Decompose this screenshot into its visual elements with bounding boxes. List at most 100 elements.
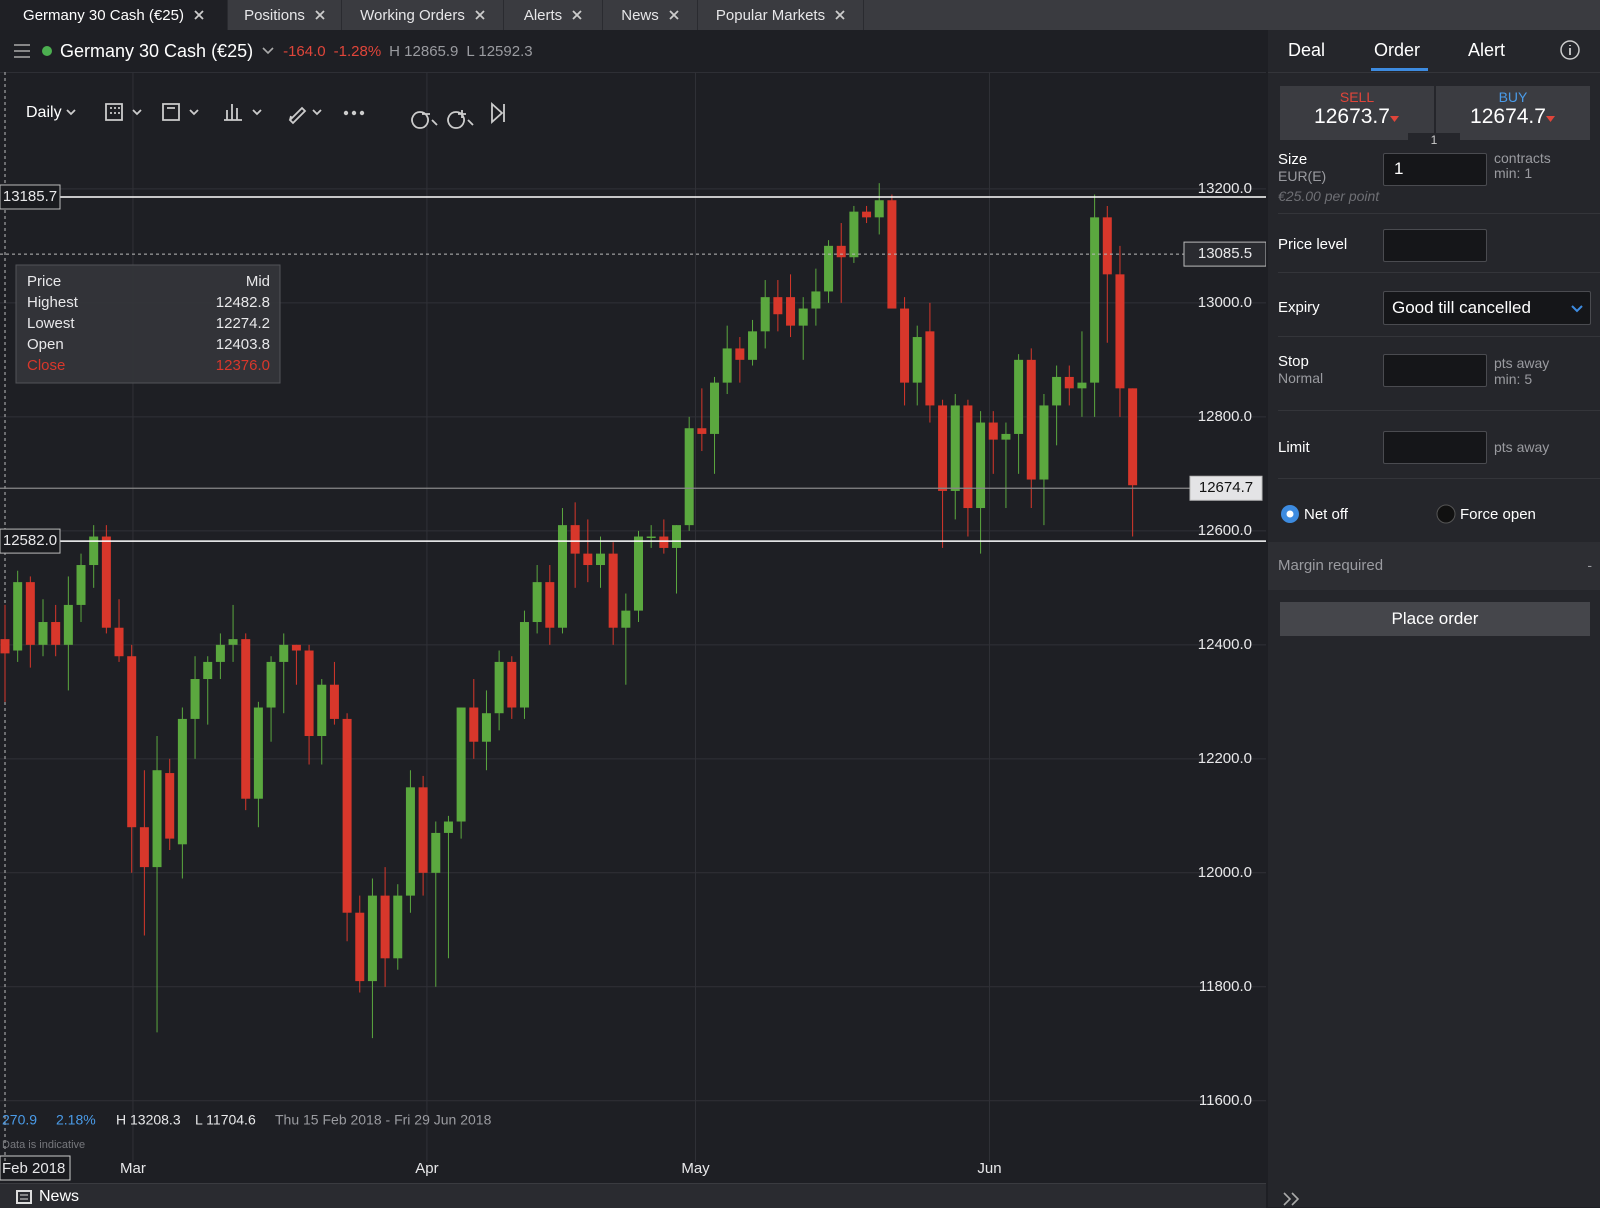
candle-body xyxy=(38,622,48,645)
interval[interactable]: Daily xyxy=(26,104,62,121)
candle-body xyxy=(203,661,213,680)
toolbar-icon[interactable] xyxy=(447,110,474,129)
candle-body xyxy=(912,337,922,383)
toolbar-icon[interactable] xyxy=(105,103,123,121)
toolbar-icon[interactable] xyxy=(162,103,180,121)
news-label: News xyxy=(39,1188,80,1205)
candle-body xyxy=(862,211,872,218)
candle-body xyxy=(735,348,745,360)
close-icon[interactable] xyxy=(835,10,845,20)
close-icon[interactable] xyxy=(315,10,325,20)
buy-button[interactable]: BUY 12674.7 xyxy=(1436,86,1590,140)
candle-body xyxy=(811,291,821,309)
candle-body xyxy=(266,661,276,708)
candle-body xyxy=(950,405,960,491)
y-tick-label: 12200.0 xyxy=(1198,750,1252,767)
tab[interactable]: Popular Markets xyxy=(698,0,864,30)
more-dot[interactable] xyxy=(351,110,357,116)
tab[interactable]: News xyxy=(603,0,698,30)
toolbar-icon[interactable] xyxy=(224,104,242,121)
limit-input[interactable] xyxy=(1383,431,1487,464)
news-bar[interactable]: News xyxy=(0,1183,1266,1208)
tooltip-header: Price xyxy=(27,273,61,290)
toolbar-icon[interactable] xyxy=(252,109,262,116)
close-icon[interactable] xyxy=(194,10,204,20)
order-panel: Deal Order Alert SELL 12673.7 BUY 12674.… xyxy=(1268,30,1600,1207)
candle-body xyxy=(672,525,682,548)
tab[interactable]: Germany 30 Cash (€25) xyxy=(0,0,228,30)
sell-button[interactable]: SELL 12673.7 xyxy=(1280,86,1434,140)
close-glyph xyxy=(194,10,204,20)
x-tick-label: Mar xyxy=(120,1160,146,1177)
candle-body xyxy=(760,297,770,332)
more-dot[interactable] xyxy=(359,110,365,116)
radio[interactable] xyxy=(1436,504,1456,524)
tab[interactable]: Alerts xyxy=(504,0,603,30)
panel-tab[interactable]: Alert xyxy=(1468,40,1506,60)
candle-body xyxy=(519,622,529,708)
candle-body xyxy=(25,582,35,645)
x-tick-label: Feb 2018 xyxy=(2,1160,65,1177)
price-box xyxy=(0,528,61,554)
y-tick-label: 13000.0 xyxy=(1198,294,1252,311)
candle-body xyxy=(329,684,339,719)
candle-body xyxy=(279,644,289,662)
toolbar-icon[interactable] xyxy=(189,109,199,116)
toolbar-icon[interactable] xyxy=(66,109,76,116)
candle-body xyxy=(63,604,73,645)
candle-body xyxy=(836,245,846,258)
close-glyph xyxy=(669,10,679,20)
toolbar-icon[interactable] xyxy=(288,106,307,125)
spread: 1 xyxy=(1408,133,1460,149)
candle-body xyxy=(228,639,238,645)
close-icon[interactable] xyxy=(572,10,582,20)
close-icon[interactable] xyxy=(475,10,485,20)
candle-body xyxy=(1064,376,1074,389)
divider xyxy=(1278,478,1600,479)
candle-body xyxy=(152,770,162,868)
panel-tab[interactable]: Deal xyxy=(1288,40,1326,60)
tooltip-row-label: Close xyxy=(27,357,65,374)
toolbar-icon[interactable] xyxy=(491,101,505,125)
toolbar-icon[interactable] xyxy=(411,111,438,129)
radio-checked[interactable] xyxy=(1280,504,1300,524)
price-level-input[interactable] xyxy=(1383,229,1487,262)
range-stat: 2.18% xyxy=(56,1112,96,1128)
tab-label: Germany 30 Cash (€25) xyxy=(23,6,184,24)
tab[interactable]: Positions xyxy=(228,0,342,30)
dropdown-icon[interactable] xyxy=(261,46,275,56)
sell-price: 12673.7 xyxy=(1280,105,1434,129)
collapse-icon[interactable] xyxy=(1282,1192,1306,1206)
tooltip-row-label: Highest xyxy=(27,294,79,311)
panel-tab[interactable]: Order xyxy=(1374,40,1421,60)
news-icon xyxy=(16,1190,32,1204)
menu-icon[interactable] xyxy=(14,44,34,58)
size-currency: EUR(E) xyxy=(1278,168,1327,184)
more-dot[interactable] xyxy=(343,110,349,116)
candle-body xyxy=(355,912,365,982)
tooltip-row-value: 12403.8 xyxy=(216,336,270,353)
info-icon[interactable] xyxy=(1559,39,1581,61)
toolbar-icon[interactable] xyxy=(132,109,142,116)
place-order-button[interactable]: Place order xyxy=(1280,602,1590,636)
toolbar-icon[interactable] xyxy=(312,109,322,116)
x-tick-label: Apr xyxy=(415,1160,438,1177)
market-name[interactable]: Germany 30 Cash (€25) xyxy=(60,40,254,61)
expiry-select[interactable]: Good till cancelled xyxy=(1383,291,1591,325)
day-low: L 12592.3 xyxy=(466,42,533,60)
tab[interactable]: Working Orders xyxy=(342,0,504,30)
stop-type[interactable]: Normal xyxy=(1278,370,1324,386)
candle-body xyxy=(887,200,897,309)
margin-value: - xyxy=(1587,557,1592,573)
candle-body xyxy=(545,582,555,628)
size-input[interactable]: 1 xyxy=(1383,153,1487,186)
candle-body xyxy=(1014,359,1024,434)
candle-body xyxy=(773,297,783,315)
tooltip-row-value: 12482.8 xyxy=(216,294,270,311)
stop-input[interactable] xyxy=(1383,354,1487,387)
candle-body xyxy=(177,718,187,845)
candle-body xyxy=(608,553,618,628)
close-icon[interactable] xyxy=(669,10,679,20)
chevron xyxy=(1571,305,1583,313)
size-unit: contracts xyxy=(1494,150,1551,166)
